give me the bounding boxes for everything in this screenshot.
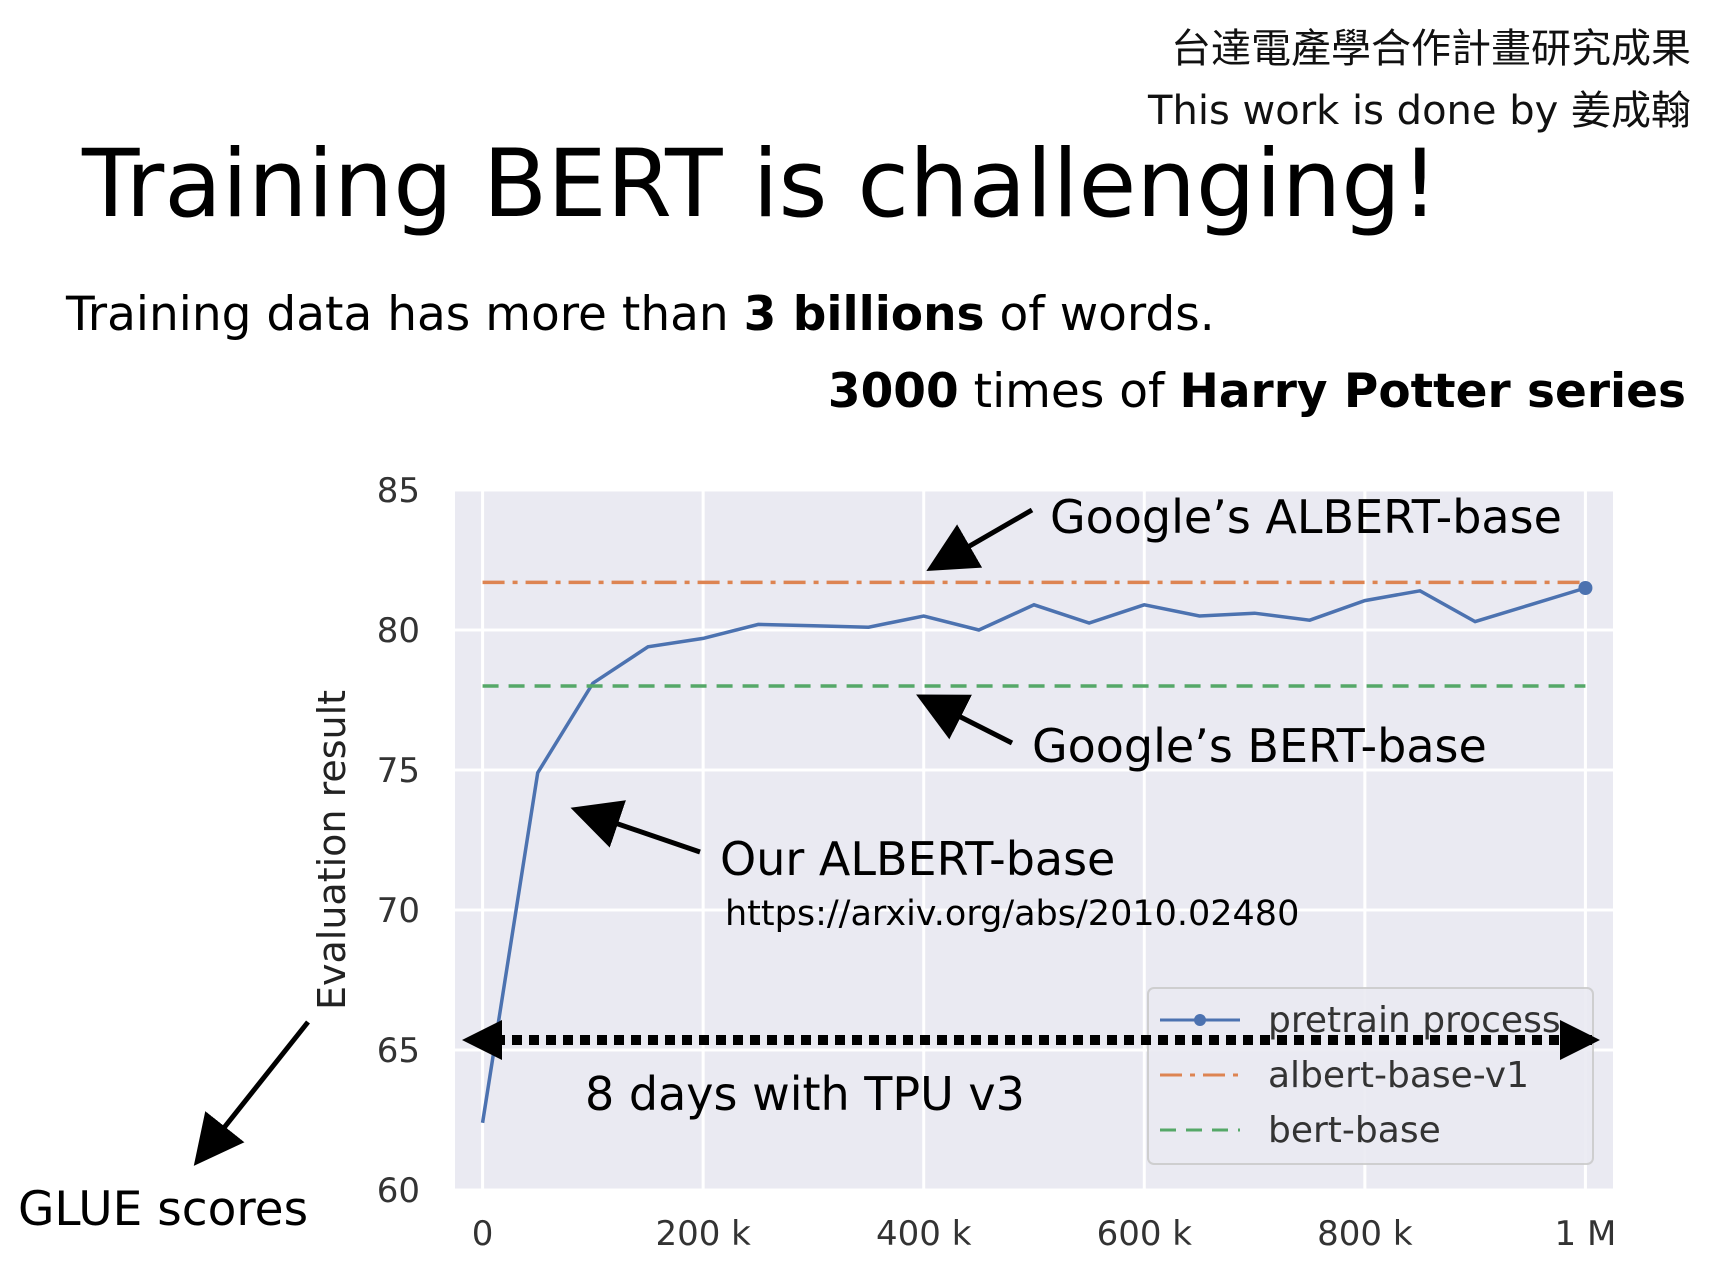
x-tick-label: 200 k [655, 1214, 751, 1254]
series-layer [480, 580, 1593, 1124]
paper-url: https://arxiv.org/abs/2010.02480 [725, 894, 1299, 934]
harry-potter-comparison: 3000 times of Harry Potter series [828, 362, 1686, 422]
sub2-bold-1: 3000 [827, 364, 959, 419]
x-tick-label: 0 [472, 1214, 494, 1254]
x-tick-label: 400 k [876, 1214, 972, 1254]
legend-marker-pretrain [1194, 1014, 1206, 1026]
slide-title: Training BERT is challenging! [82, 130, 1439, 239]
y-tick-label: 60 [377, 1171, 420, 1211]
y-tick-label: 85 [377, 471, 420, 511]
arrow-albert-google [926, 507, 1034, 571]
sub1-post: of words. [984, 287, 1215, 342]
annotation-our-albert: Our ALBERT-base [720, 832, 1115, 886]
duration-arrowhead-left [462, 1020, 502, 1060]
legend-box [1147, 987, 1594, 1165]
legend-label-albert: albert-base-v1 [1268, 1055, 1529, 1096]
sub2-bold-2: Harry Potter series [1179, 364, 1687, 419]
y-tick-label: 70 [377, 891, 420, 931]
series-pretrain-process [480, 586, 1586, 1124]
arrow-glue-scores [193, 1020, 310, 1166]
x-tick-label: 600 k [1097, 1214, 1193, 1254]
annotation-google-albert: Google’s ALBERT-base [1050, 490, 1562, 544]
training-data-statement: Training data has more than 3 billions o… [66, 285, 1215, 345]
legend-label-pretrain: pretrain process [1268, 1000, 1561, 1041]
sub2-mid: times of [958, 364, 1180, 419]
y-tick-label: 65 [377, 1031, 420, 1071]
credit-line-1: 台達電產學合作計畫研究成果 [1171, 26, 1691, 72]
legend-label-bert: bert-base [1268, 1110, 1441, 1151]
x-tick-label: 1 M [1555, 1214, 1617, 1254]
x-tick-label: 800 k [1317, 1214, 1413, 1254]
y-tick-label: 80 [377, 611, 420, 651]
y-tick-label: 75 [377, 751, 420, 791]
sub1-bold: 3 billions [743, 287, 985, 342]
arrow-bert-google [916, 694, 1014, 746]
arrow-our-albert [570, 800, 701, 855]
duration-arrowhead-right [1560, 1020, 1600, 1060]
credit-block: 台達電產學合作計畫研究成果 This work is done by 姜成翰 [1148, 18, 1691, 142]
legend: pretrain process albert-base-v1 bert-bas… [1147, 987, 1594, 1165]
sub1-pre: Training data has more than [66, 287, 744, 342]
ticks-layer: 0 200 k 400 k 600 k 800 k 1 M 60 65 70 75 80 85 [377, 471, 1617, 1254]
glue-scores-label: GLUE scores [18, 1182, 309, 1237]
y-axis-label: Evaluation result [310, 690, 354, 1010]
annotation-google-bert: Google’s BERT-base [1032, 719, 1487, 773]
credit-line-2: This work is done by 姜成翰 [1148, 88, 1691, 134]
pretrain-final-point [1578, 581, 1593, 595]
annotation-duration: 8 days with TPU v3 [585, 1067, 1025, 1121]
